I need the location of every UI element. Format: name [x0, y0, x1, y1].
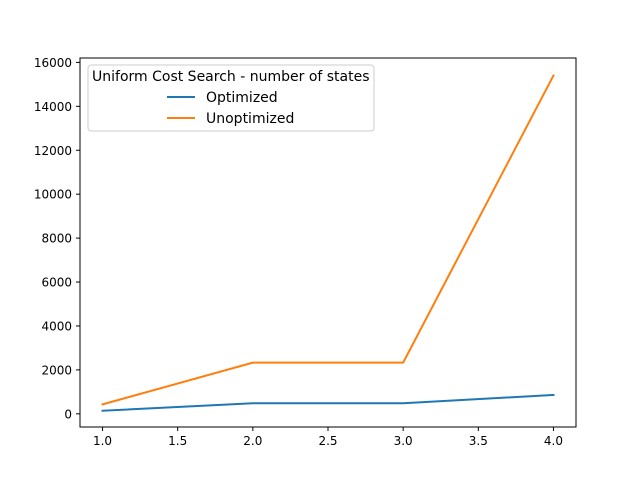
y-tick-label: 14000 [34, 100, 72, 114]
y-tick-label: 16000 [34, 56, 72, 70]
y-tick-label: 12000 [34, 144, 72, 158]
y-tick-label: 8000 [41, 232, 72, 246]
axis-ticks: 1.0 1.5 2.0 2.5 3.0 3.5 4.0 0 2000 4000 6000 8000 10… [34, 56, 563, 448]
legend-title: Uniform Cost Search - number of states [92, 69, 370, 85]
y-tick-label: 2000 [41, 363, 72, 377]
plot-frame [79, 57, 577, 428]
y-tick-label: 6000 [41, 276, 72, 290]
x-tick-label: 3.0 [394, 434, 413, 448]
x-tick-label: 1.0 [93, 434, 112, 448]
x-tick-label: 2.0 [243, 434, 262, 448]
x-tick-label: 1.5 [168, 434, 187, 448]
legend-label-optimized: Optimized [206, 90, 278, 106]
legend: Uniform Cost Search - number of states O… [87, 64, 375, 132]
series-line-optimized [101, 393, 555, 412]
x-tick-label: 2.5 [318, 434, 337, 448]
y-tick-label: 10000 [34, 188, 72, 202]
x-tick-label: 3.5 [469, 434, 488, 448]
x-tick-label: 4.0 [544, 434, 563, 448]
series-lines [101, 74, 555, 412]
legend-box [87, 64, 375, 132]
y-tick-label: 4000 [41, 319, 72, 333]
series-line-unoptimized [101, 74, 555, 406]
y-tick-label: 0 [64, 407, 72, 421]
legend-label-unoptimized: Unoptimized [206, 111, 294, 127]
